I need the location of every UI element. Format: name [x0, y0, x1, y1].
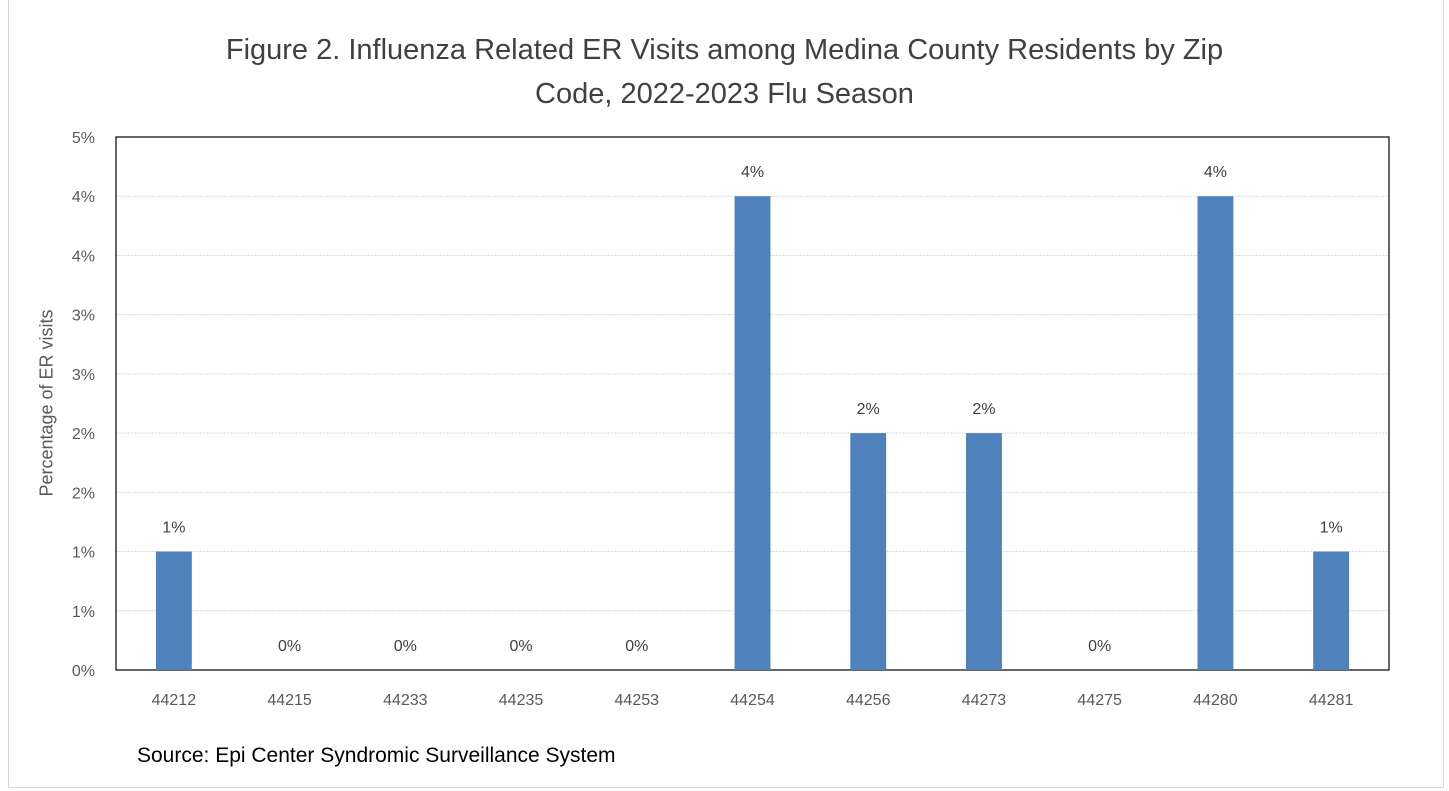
- x-tick-label: 44275: [1077, 692, 1122, 709]
- y-tick-label: 4%: [72, 189, 95, 206]
- y-tick-label: 0%: [72, 663, 95, 680]
- y-tick-label: 3%: [72, 367, 95, 384]
- data-label: 0%: [625, 638, 648, 655]
- y-tick-label: 1%: [72, 545, 95, 562]
- bar: [734, 196, 771, 670]
- x-tick-label: 44212: [152, 692, 197, 709]
- bar: [1197, 196, 1234, 670]
- source-note: Source: Epi Center Syndromic Surveillanc…: [137, 744, 616, 767]
- data-label: 4%: [741, 164, 764, 181]
- x-tick-label: 44281: [1309, 692, 1354, 709]
- y-tick-label: 4%: [72, 248, 95, 265]
- y-tick-label: 1%: [72, 604, 95, 621]
- x-tick-label: 44256: [846, 692, 891, 709]
- data-label: 1%: [1320, 520, 1343, 537]
- y-tick-label: 5%: [72, 130, 95, 147]
- x-tick-label: 44235: [499, 692, 544, 709]
- data-label: 0%: [394, 638, 417, 655]
- chart-title-line-2: Code, 2022-2023 Flu Season: [535, 78, 914, 110]
- bar: [850, 433, 887, 670]
- x-tick-label: 44253: [615, 692, 660, 709]
- data-label: 1%: [162, 520, 185, 537]
- x-tick-label: 44215: [267, 692, 312, 709]
- data-label: 4%: [1204, 164, 1227, 181]
- data-label: 0%: [1088, 638, 1111, 655]
- data-label: 0%: [278, 638, 301, 655]
- data-label: 0%: [509, 638, 532, 655]
- bar: [966, 433, 1002, 670]
- bar: [155, 551, 192, 670]
- y-tick-label: 2%: [72, 426, 95, 443]
- x-tick-label: 44273: [962, 692, 1007, 709]
- data-label: 2%: [972, 401, 995, 418]
- x-tick-label: 44233: [383, 692, 428, 709]
- x-tick-label: 44280: [1193, 692, 1238, 709]
- chart-title-line-1: Figure 2. Influenza Related ER Visits am…: [225, 34, 1224, 66]
- x-tick-label: 44254: [730, 692, 775, 709]
- data-label: 2%: [857, 401, 880, 418]
- chart-title: Figure 2. Influenza Related ER Visits am…: [0, 28, 1449, 116]
- y-tick-label: 2%: [72, 485, 95, 502]
- bar: [1313, 551, 1350, 670]
- y-tick-label: 3%: [72, 308, 95, 325]
